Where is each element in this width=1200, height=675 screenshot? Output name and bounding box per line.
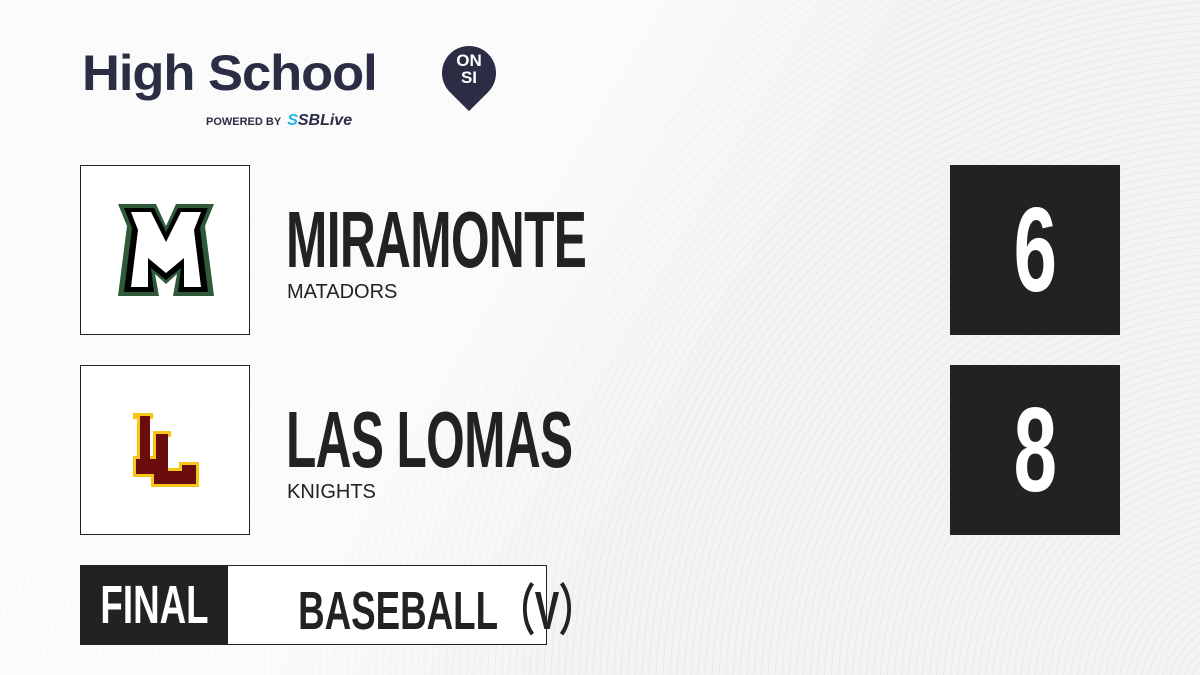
game-status-bar: FINAL BASEBALL（V）	[80, 565, 596, 645]
status-badge: FINAL	[81, 566, 228, 644]
sport-label: BASEBALL（V）	[298, 580, 596, 641]
high-school-on-si-logo: High School ON SI POWERED BY SSBLive	[82, 34, 508, 129]
team-name: LAS LOMAS	[286, 395, 573, 484]
team-mascot: MATADORS	[287, 281, 398, 303]
team-logo-miramonte	[80, 165, 250, 335]
team-score: 6	[950, 165, 1120, 335]
team-logo-las-lomas	[80, 365, 250, 535]
team-mascot: KNIGHTS	[287, 481, 376, 503]
m-logo-icon	[118, 204, 214, 296]
ll-logo-icon	[133, 413, 199, 487]
team-score: 8	[950, 365, 1120, 535]
team-name: MIRAMONTE	[286, 195, 587, 284]
powered-by: POWERED BY SSBLive	[206, 112, 353, 129]
